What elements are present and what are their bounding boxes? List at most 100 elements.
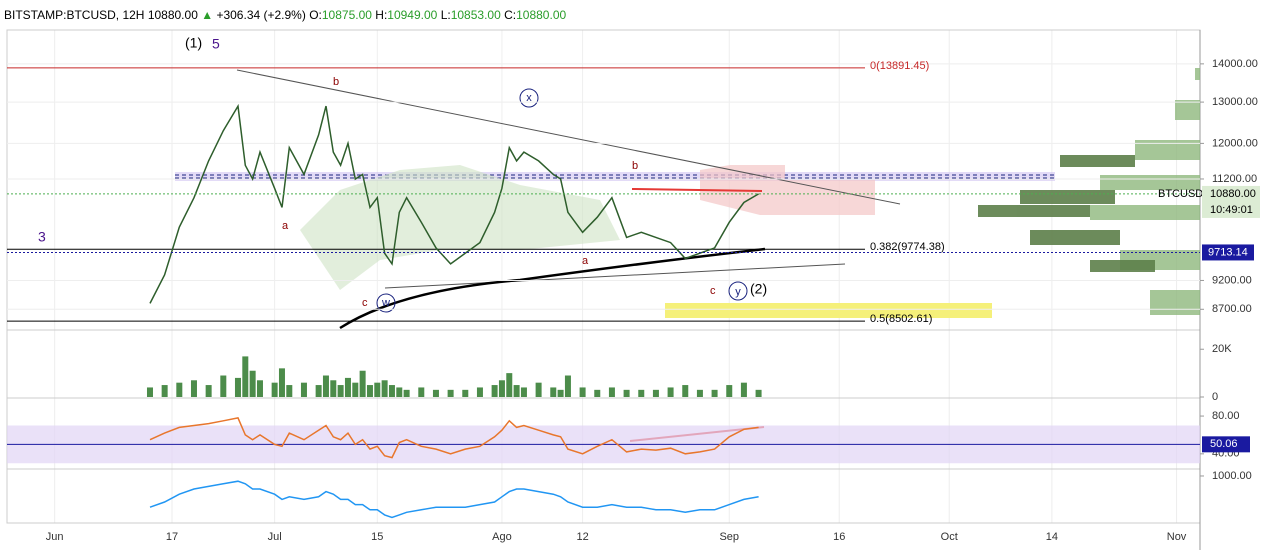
volume-profile (978, 155, 1155, 272)
fib-label: 0.382(9774.38) (870, 241, 945, 253)
volume-bar (330, 380, 337, 397)
volume-bar (696, 389, 703, 397)
volume-bar (623, 389, 630, 397)
y-tick-label: 11200.00 (1212, 173, 1257, 185)
volume-bar (506, 373, 513, 397)
profile-bar (1135, 140, 1200, 160)
profile-bar (1150, 290, 1200, 315)
volume-bar (234, 377, 241, 397)
profile-bar (1030, 230, 1120, 245)
y-tick-label: 14000.00 (1212, 58, 1258, 70)
cloud (300, 165, 620, 290)
volume-bar (205, 385, 212, 397)
wave-label: a (282, 220, 289, 232)
volume-bar (190, 380, 197, 397)
volume-bar (579, 387, 586, 397)
x-tick-label: 14 (1046, 531, 1058, 543)
price-badge (1202, 244, 1254, 261)
profile-bar (1090, 260, 1155, 272)
volume-bar (491, 385, 498, 397)
wave-label: (1) (185, 35, 202, 51)
decorations: (1) 5 3 b a x w c b a c y (2) (6, 29, 1201, 550)
volume-profile (1090, 68, 1200, 315)
volume-bar (652, 389, 659, 397)
change: +306.34 (+2.9%) (216, 8, 306, 22)
x-tick-label: Oct (941, 531, 958, 543)
wave-label: a (582, 255, 589, 267)
y-tick-label: 8700.00 (1212, 303, 1252, 315)
volume-bar (366, 385, 373, 397)
volume-bar (638, 389, 645, 397)
profile-bar (1060, 155, 1135, 167)
y-tick-label: 0 (1212, 391, 1218, 403)
y-tick-label: 1000.00 (1212, 470, 1252, 482)
volume-bar (220, 375, 227, 397)
volume-bar (359, 370, 366, 397)
price-badge (1202, 185, 1260, 218)
volume-bar (300, 382, 307, 397)
volume-bar (726, 385, 733, 397)
volume-bar (146, 387, 153, 397)
volume-bar (278, 368, 285, 397)
volume-bar (550, 387, 557, 397)
volume-bar (535, 382, 542, 397)
zone (175, 172, 1055, 181)
trend-line (236, 69, 901, 205)
wave-label: y (735, 286, 741, 298)
volume-bar (271, 382, 278, 397)
ohlc-value: 10880.00 (516, 8, 567, 22)
volume-bar (374, 382, 381, 397)
volume-bar (161, 385, 168, 397)
x-tick-label: 15 (371, 531, 383, 543)
volume-bar (682, 385, 689, 397)
volume-bar (476, 387, 483, 397)
wave-label: c (710, 285, 716, 297)
y-tick-label: 80.00 (1212, 410, 1240, 422)
volume-bar (557, 389, 564, 397)
midline-label: 50.06 (1210, 438, 1238, 450)
volume-bar (462, 389, 469, 397)
profile-bar (1195, 68, 1200, 80)
volume-bar (711, 389, 718, 397)
profile-bar (1175, 100, 1200, 120)
fib-label: 0.5(8502.61) (870, 313, 932, 325)
volume-bar (608, 387, 615, 397)
trend-line (384, 263, 846, 289)
wave-label: b (333, 76, 339, 88)
volume-bar (432, 389, 439, 397)
wave-label: w (381, 297, 390, 309)
wave-label: c (362, 297, 368, 309)
countdown: 10:49:01 (1210, 204, 1253, 216)
wave-label: 3 (38, 229, 46, 245)
volume-bar (286, 385, 293, 397)
volume-bar (315, 385, 322, 397)
volume-bar (513, 385, 520, 397)
volume-bar (256, 380, 263, 397)
last: 10880.00 (147, 8, 198, 22)
volume-bar (352, 382, 359, 397)
x-tick-label: Jun (46, 531, 64, 543)
series-line (149, 417, 759, 459)
volume-bar (740, 382, 747, 397)
profile-bar (978, 205, 1090, 217)
volume-bar (403, 389, 410, 397)
symbol: BITSTAMP:BTCUSD, 12H (4, 8, 145, 22)
volume-bar (564, 375, 571, 397)
symbol-label: BTCUSD (1158, 188, 1203, 200)
volume-bar (322, 375, 329, 397)
x-tick-label: Nov (1167, 531, 1187, 543)
volume-bar (418, 387, 425, 397)
ohlc-key: C: (504, 8, 517, 22)
x-tick-label: 12 (576, 531, 588, 543)
ohlc-value: 10875.00 (321, 8, 372, 22)
arrow: ▲ (201, 8, 214, 22)
header: BITSTAMP:BTCUSD, 12H 10880.00 ▲ +306.34 … (4, 8, 566, 22)
volume-bar (176, 382, 183, 397)
volume-bar (381, 380, 388, 397)
y-tick-label: 12000.00 (1212, 137, 1258, 149)
volume-bar (396, 387, 403, 397)
divergence-line (631, 188, 763, 192)
y-tick-label: 13000.00 (1212, 96, 1258, 108)
profile-bar (1090, 205, 1200, 220)
